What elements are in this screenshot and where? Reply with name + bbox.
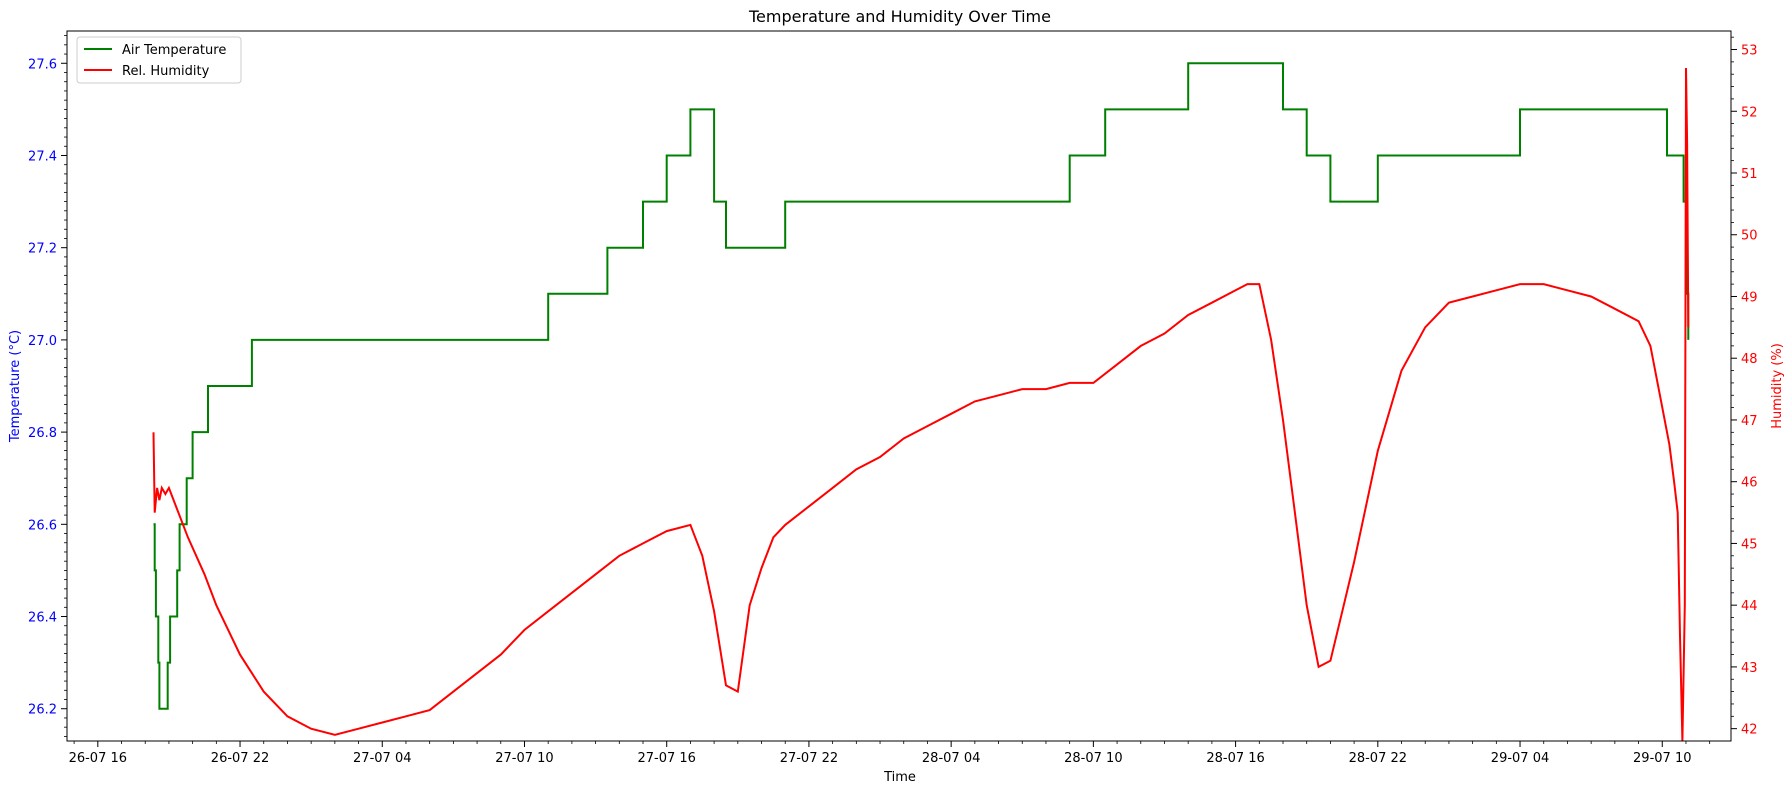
y-right-tick-label: 42: [1741, 723, 1758, 738]
x-axis-title: Time: [883, 770, 916, 785]
y-axis-left-title: Temperature (°C): [8, 330, 23, 443]
legend-box: [76, 36, 242, 84]
series-layer: [152, 62, 1690, 741]
y-right-tick-label: 43: [1741, 661, 1758, 676]
y-right-tick-label: 52: [1741, 105, 1758, 120]
x-tick-label: 27-07 22: [780, 751, 838, 766]
legend: Air Temperature Rel. Humidity: [76, 36, 242, 84]
y-right-tick-label: 49: [1741, 290, 1758, 305]
chart-title: Temperature and Humidity Over Time: [748, 7, 1051, 26]
ticks-layer: 26-07 16 26-07 22 27-07 04 27-07 10 27-07 16…: [28, 35, 1758, 766]
y-left-tick-label: 26.8: [28, 426, 57, 441]
x-tick-label: 27-07 10: [495, 751, 553, 766]
y-left-tick-label: 27.4: [28, 149, 57, 164]
y-left-tick-label: 27.0: [28, 334, 57, 349]
y-left-tick-label: 27.6: [28, 57, 57, 72]
y-axis-right-title: Humidity (%): [1770, 343, 1785, 429]
y-right-tick-label: 51: [1741, 167, 1758, 182]
x-tick-label: 28-07 04: [922, 751, 980, 766]
x-tick-label: 26-07 22: [211, 751, 269, 766]
y-left-tick-label: 26.4: [28, 611, 57, 626]
x-tick-label: 28-07 16: [1206, 751, 1264, 766]
y-right-tick-label: 46: [1741, 476, 1758, 491]
x-tick-label: 27-07 16: [637, 751, 695, 766]
x-tick-label: 27-07 04: [353, 751, 411, 766]
legend-label-temperature: Air Temperature: [122, 43, 226, 58]
y-left-tick-label: 27.2: [28, 242, 57, 257]
x-tick-label: 29-07 10: [1633, 751, 1691, 766]
x-tick-label: 28-07 10: [1064, 751, 1122, 766]
y-right-tick-label: 44: [1741, 599, 1758, 614]
x-tick-label: 28-07 22: [1349, 751, 1407, 766]
y-right-tick-label: 53: [1741, 44, 1758, 59]
y-left-tick-label: 26.6: [28, 518, 57, 533]
y-right-tick-label: 48: [1741, 352, 1758, 367]
legend-label-humidity: Rel. Humidity: [122, 64, 210, 79]
x-tick-label: 29-07 04: [1491, 751, 1549, 766]
y-right-tick-label: 47: [1741, 414, 1758, 429]
y-right-tick-label: 50: [1741, 229, 1758, 244]
y-right-tick-label: 45: [1741, 537, 1758, 552]
x-tick-label: 26-07 16: [69, 751, 127, 766]
humidity-line: [152, 67, 1690, 741]
temperature-line: [153, 62, 1690, 710]
y-left-tick-label: 26.2: [28, 703, 57, 718]
